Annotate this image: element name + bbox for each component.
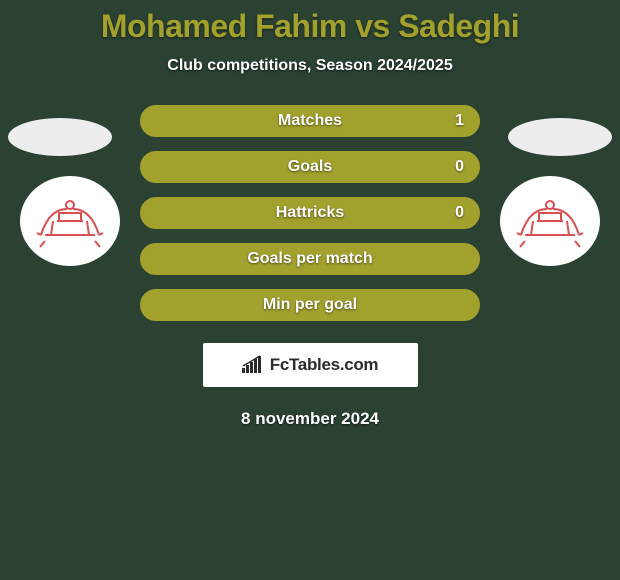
crest-icon: [515, 191, 585, 251]
stat-label: Hattricks: [142, 204, 478, 222]
stat-value: 0: [455, 204, 464, 222]
stat-label: Goals: [142, 158, 478, 176]
player-right-crest: [500, 176, 600, 266]
player-right-disc: [508, 118, 612, 156]
page-title: Mohamed Fahim vs Sadeghi: [0, 0, 620, 45]
stat-label: Matches: [142, 112, 478, 130]
brand-badge: FcTables.com: [203, 343, 418, 387]
stat-value: 0: [455, 158, 464, 176]
subtitle: Club competitions, Season 2024/2025: [0, 57, 620, 75]
stat-row: Min per goal: [140, 289, 480, 321]
stat-row: Goals per match: [140, 243, 480, 275]
player-left-disc: [8, 118, 112, 156]
stat-label: Goals per match: [142, 250, 478, 268]
stat-label: Min per goal: [142, 296, 478, 314]
date-label: 8 november 2024: [0, 409, 620, 429]
stat-row: Matches 1: [140, 105, 480, 137]
stat-row: Goals 0: [140, 151, 480, 183]
brand-text: FcTables.com: [270, 355, 379, 375]
stats-list: Matches 1 Goals 0 Hattricks 0 Goals per …: [140, 105, 480, 321]
bar-chart-icon: [242, 355, 264, 375]
crest-icon: [35, 191, 105, 251]
stat-row: Hattricks 0: [140, 197, 480, 229]
player-left-crest: [20, 176, 120, 266]
stat-value: 1: [455, 112, 464, 130]
